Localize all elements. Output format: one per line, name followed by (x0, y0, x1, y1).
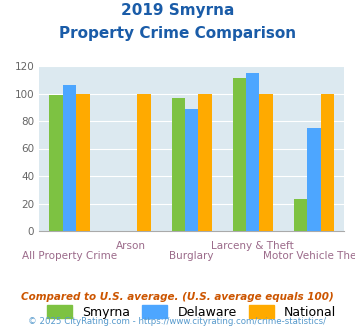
Bar (321, 93, 334, 231)
Bar (49, 95, 63, 231)
Bar (171, 98, 185, 231)
Bar (246, 73, 260, 231)
Text: Compared to U.S. average. (U.S. average equals 100): Compared to U.S. average. (U.S. average … (21, 292, 334, 302)
Text: All Property Crime: All Property Crime (22, 251, 117, 261)
Bar (198, 93, 212, 231)
Bar (137, 93, 151, 231)
Bar (63, 85, 76, 231)
Bar (260, 93, 273, 231)
Text: Arson: Arson (116, 241, 146, 251)
Bar (76, 93, 90, 231)
Bar (307, 128, 321, 231)
Text: © 2025 CityRating.com - https://www.cityrating.com/crime-statistics/: © 2025 CityRating.com - https://www.city… (28, 317, 327, 326)
Text: Property Crime Comparison: Property Crime Comparison (59, 26, 296, 41)
Bar (294, 199, 307, 231)
Text: 2019 Smyrna: 2019 Smyrna (121, 3, 234, 18)
Legend: Smyrna, Delaware, National: Smyrna, Delaware, National (42, 300, 342, 324)
Text: Burglary: Burglary (169, 251, 214, 261)
Bar (233, 79, 246, 231)
Bar (185, 109, 198, 231)
Text: Motor Vehicle Theft: Motor Vehicle Theft (263, 251, 355, 261)
Text: Larceny & Theft: Larceny & Theft (211, 241, 294, 251)
